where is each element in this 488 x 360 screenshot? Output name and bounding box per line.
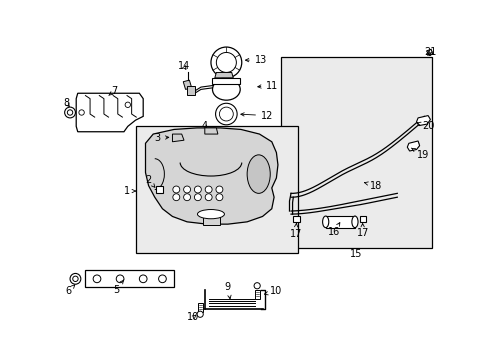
Bar	[281, 57, 431, 248]
Text: 4: 4	[202, 121, 207, 131]
Polygon shape	[204, 128, 218, 134]
Bar	[198, 303, 203, 312]
Circle shape	[93, 275, 101, 283]
Polygon shape	[416, 116, 429, 126]
Ellipse shape	[351, 216, 357, 228]
Text: 18: 18	[364, 181, 382, 191]
Polygon shape	[359, 216, 365, 222]
Circle shape	[197, 311, 203, 317]
Text: 16: 16	[327, 222, 340, 237]
Text: 5: 5	[113, 280, 123, 294]
Polygon shape	[172, 134, 183, 142]
Text: 12: 12	[241, 111, 273, 121]
Circle shape	[219, 107, 233, 121]
Text: 17: 17	[356, 224, 368, 238]
Text: 19: 19	[410, 148, 428, 160]
Circle shape	[70, 274, 81, 284]
Text: 11: 11	[257, 81, 278, 91]
Circle shape	[216, 186, 223, 193]
Circle shape	[125, 102, 130, 108]
Bar	[85, 270, 174, 287]
Bar	[212, 78, 240, 84]
Text: 17: 17	[289, 223, 301, 239]
Circle shape	[79, 110, 84, 115]
Text: 8: 8	[63, 98, 69, 108]
Circle shape	[205, 194, 212, 201]
Circle shape	[254, 283, 260, 289]
Text: 7: 7	[108, 86, 118, 96]
Circle shape	[205, 186, 212, 193]
Ellipse shape	[322, 216, 328, 228]
Bar	[187, 86, 194, 95]
Text: 10: 10	[264, 286, 282, 296]
Text: 9: 9	[224, 282, 231, 299]
Text: 2: 2	[145, 175, 155, 187]
Circle shape	[172, 186, 180, 193]
Polygon shape	[183, 80, 191, 89]
Circle shape	[172, 194, 180, 201]
Circle shape	[215, 103, 237, 125]
Circle shape	[116, 275, 123, 283]
Circle shape	[183, 186, 190, 193]
Ellipse shape	[197, 210, 224, 219]
Circle shape	[216, 194, 223, 201]
Ellipse shape	[246, 155, 270, 193]
Text: 21: 21	[424, 48, 436, 58]
Ellipse shape	[212, 78, 240, 100]
Circle shape	[158, 275, 166, 283]
Polygon shape	[76, 93, 143, 132]
Polygon shape	[293, 216, 299, 222]
Circle shape	[216, 53, 236, 72]
Circle shape	[67, 110, 73, 115]
Circle shape	[194, 186, 201, 193]
Bar	[136, 126, 297, 253]
Text: 20: 20	[416, 121, 434, 131]
Text: 13: 13	[245, 55, 266, 65]
Polygon shape	[407, 141, 419, 151]
Text: 15: 15	[349, 249, 362, 259]
Text: 10: 10	[187, 312, 199, 322]
Polygon shape	[145, 128, 277, 224]
Bar	[254, 289, 260, 299]
Text: 14: 14	[178, 61, 190, 71]
Polygon shape	[426, 49, 432, 55]
Circle shape	[139, 275, 147, 283]
Bar	[155, 186, 163, 193]
Polygon shape	[214, 72, 233, 78]
Text: 3: 3	[155, 133, 168, 143]
Text: 6: 6	[65, 285, 75, 296]
Text: 1: 1	[124, 186, 136, 196]
Bar	[203, 214, 220, 225]
Circle shape	[194, 194, 201, 201]
Circle shape	[73, 276, 78, 282]
Bar	[325, 216, 354, 228]
Circle shape	[183, 194, 190, 201]
Circle shape	[210, 47, 241, 78]
Circle shape	[64, 107, 75, 118]
